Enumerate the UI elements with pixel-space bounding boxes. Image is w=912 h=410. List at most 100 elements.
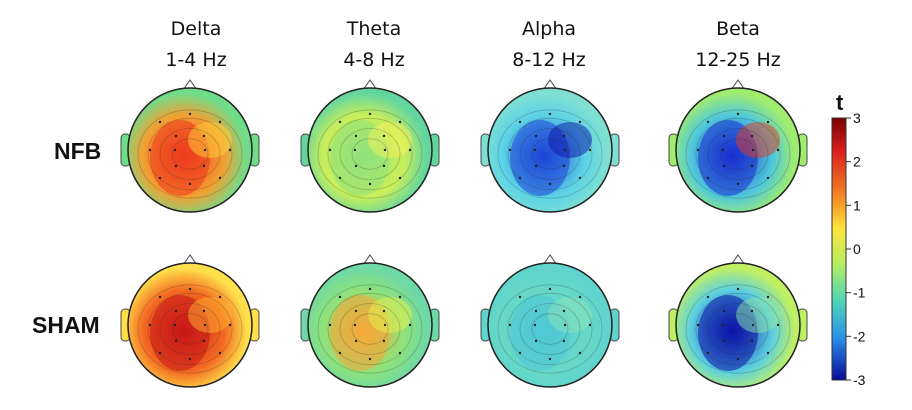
electrode-dot [382,339,386,343]
electrode-dot [736,112,740,116]
colorbar-tick-label: -2 [853,328,866,344]
electrode-dot [174,164,178,168]
contour-line [171,313,209,345]
electrode-dot [563,323,567,327]
colorbar-ticks: 3 2 1 0 -1 -2 -3 [846,110,866,388]
activation-blob [188,297,232,333]
electrode-dot [578,176,582,180]
contour-line [497,284,603,374]
contour-line [339,128,401,180]
contour-line [137,109,243,199]
electrode-dot [548,287,552,291]
contour-line [497,109,603,199]
contour-line [531,313,569,345]
electrode-dot [218,351,222,355]
electrode-dot [202,164,206,168]
activation-blob [736,297,780,333]
electrode-dot [354,339,358,343]
electrode-dot [721,323,725,327]
colorbar-tick-label: 3 [853,110,861,126]
electrode-dot [354,134,358,138]
electrode-dot [218,120,222,124]
electrode-dot [203,323,207,327]
row-label-nfb: NFB [54,138,102,164]
electrode-dot [354,309,358,313]
activation-blobs [497,109,603,199]
contour-line [507,117,593,191]
colorbar-tick-label: 2 [853,154,861,170]
electrode-dot [706,120,710,124]
electrode-dot [382,134,386,138]
topomap-nfb-delta [120,79,260,213]
band-header-alpha: Alpha 8-12 Hz [474,14,624,76]
activation-blob [368,297,412,333]
electrode-dot [398,295,402,299]
contour-line [707,303,769,355]
electrode-dot [766,120,770,124]
electrode-dot [188,357,192,361]
electrode-dot [751,323,755,327]
electrode-dot [751,148,755,152]
band-range: 1-4 Hz [165,49,227,71]
colorbar-tick-label: -3 [853,372,866,388]
contour-line [685,109,791,199]
contour-line [147,292,233,366]
colorbar-tick-label: 0 [853,241,861,257]
band-header-delta: Delta 1-4 Hz [121,14,271,76]
contour-line [507,292,593,366]
electrode-dot [562,134,566,138]
contour-line [519,128,581,180]
band-name: Alpha [521,18,577,40]
electrode-dot [338,176,342,180]
electrode-dot [508,148,512,152]
contour-line [327,117,413,191]
band-name: Beta [716,18,760,40]
electrode-dot [353,148,357,152]
electrode-dot [338,120,342,124]
topomap-sham-delta [120,254,260,388]
electrode-dot [548,112,552,116]
electrode-dot [228,323,232,327]
contour-line [317,109,423,199]
electrode-dot [188,287,192,291]
electrode-dot [218,295,222,299]
electrode-dot [736,287,740,291]
topomap-sham-theta [300,254,440,388]
activation-blob [548,297,592,333]
electrode-dot [548,357,552,361]
electrode-dot [534,309,538,313]
contour-line [317,284,423,374]
electrode-dot [173,148,177,152]
activation-blobs [317,109,423,199]
colorbar-title: t [836,90,844,115]
contour-line [351,313,389,345]
electrode-dot [533,323,537,327]
activation-blob [188,122,232,158]
electrode-dot [202,339,206,343]
electrode-dot [518,120,522,124]
contour-line [707,128,769,180]
electrode-dot [696,148,700,152]
electrode-dot [696,323,700,327]
contour-line [327,292,413,366]
electrode-dot [721,148,725,152]
electrode-dot [750,164,754,168]
electrode-dot [534,164,538,168]
electrode-dot [578,351,582,355]
contour-line [685,284,791,374]
activation-blobs [497,284,603,374]
activation-blobs [137,284,243,374]
row-label-sham: SHAM [32,312,100,338]
electrode-dot [534,134,538,138]
electrode-dot [722,164,726,168]
electrode-dot [382,309,386,313]
contour-line [159,303,221,355]
activation-blobs [137,109,243,199]
contour-line [351,138,389,170]
electrode-dot [736,357,740,361]
colorbar: t 3 2 1 0 -1 -2 -3 [831,90,866,388]
electrode-dot [518,176,522,180]
electrode-dot [368,287,372,291]
electrode-dot [188,182,192,186]
